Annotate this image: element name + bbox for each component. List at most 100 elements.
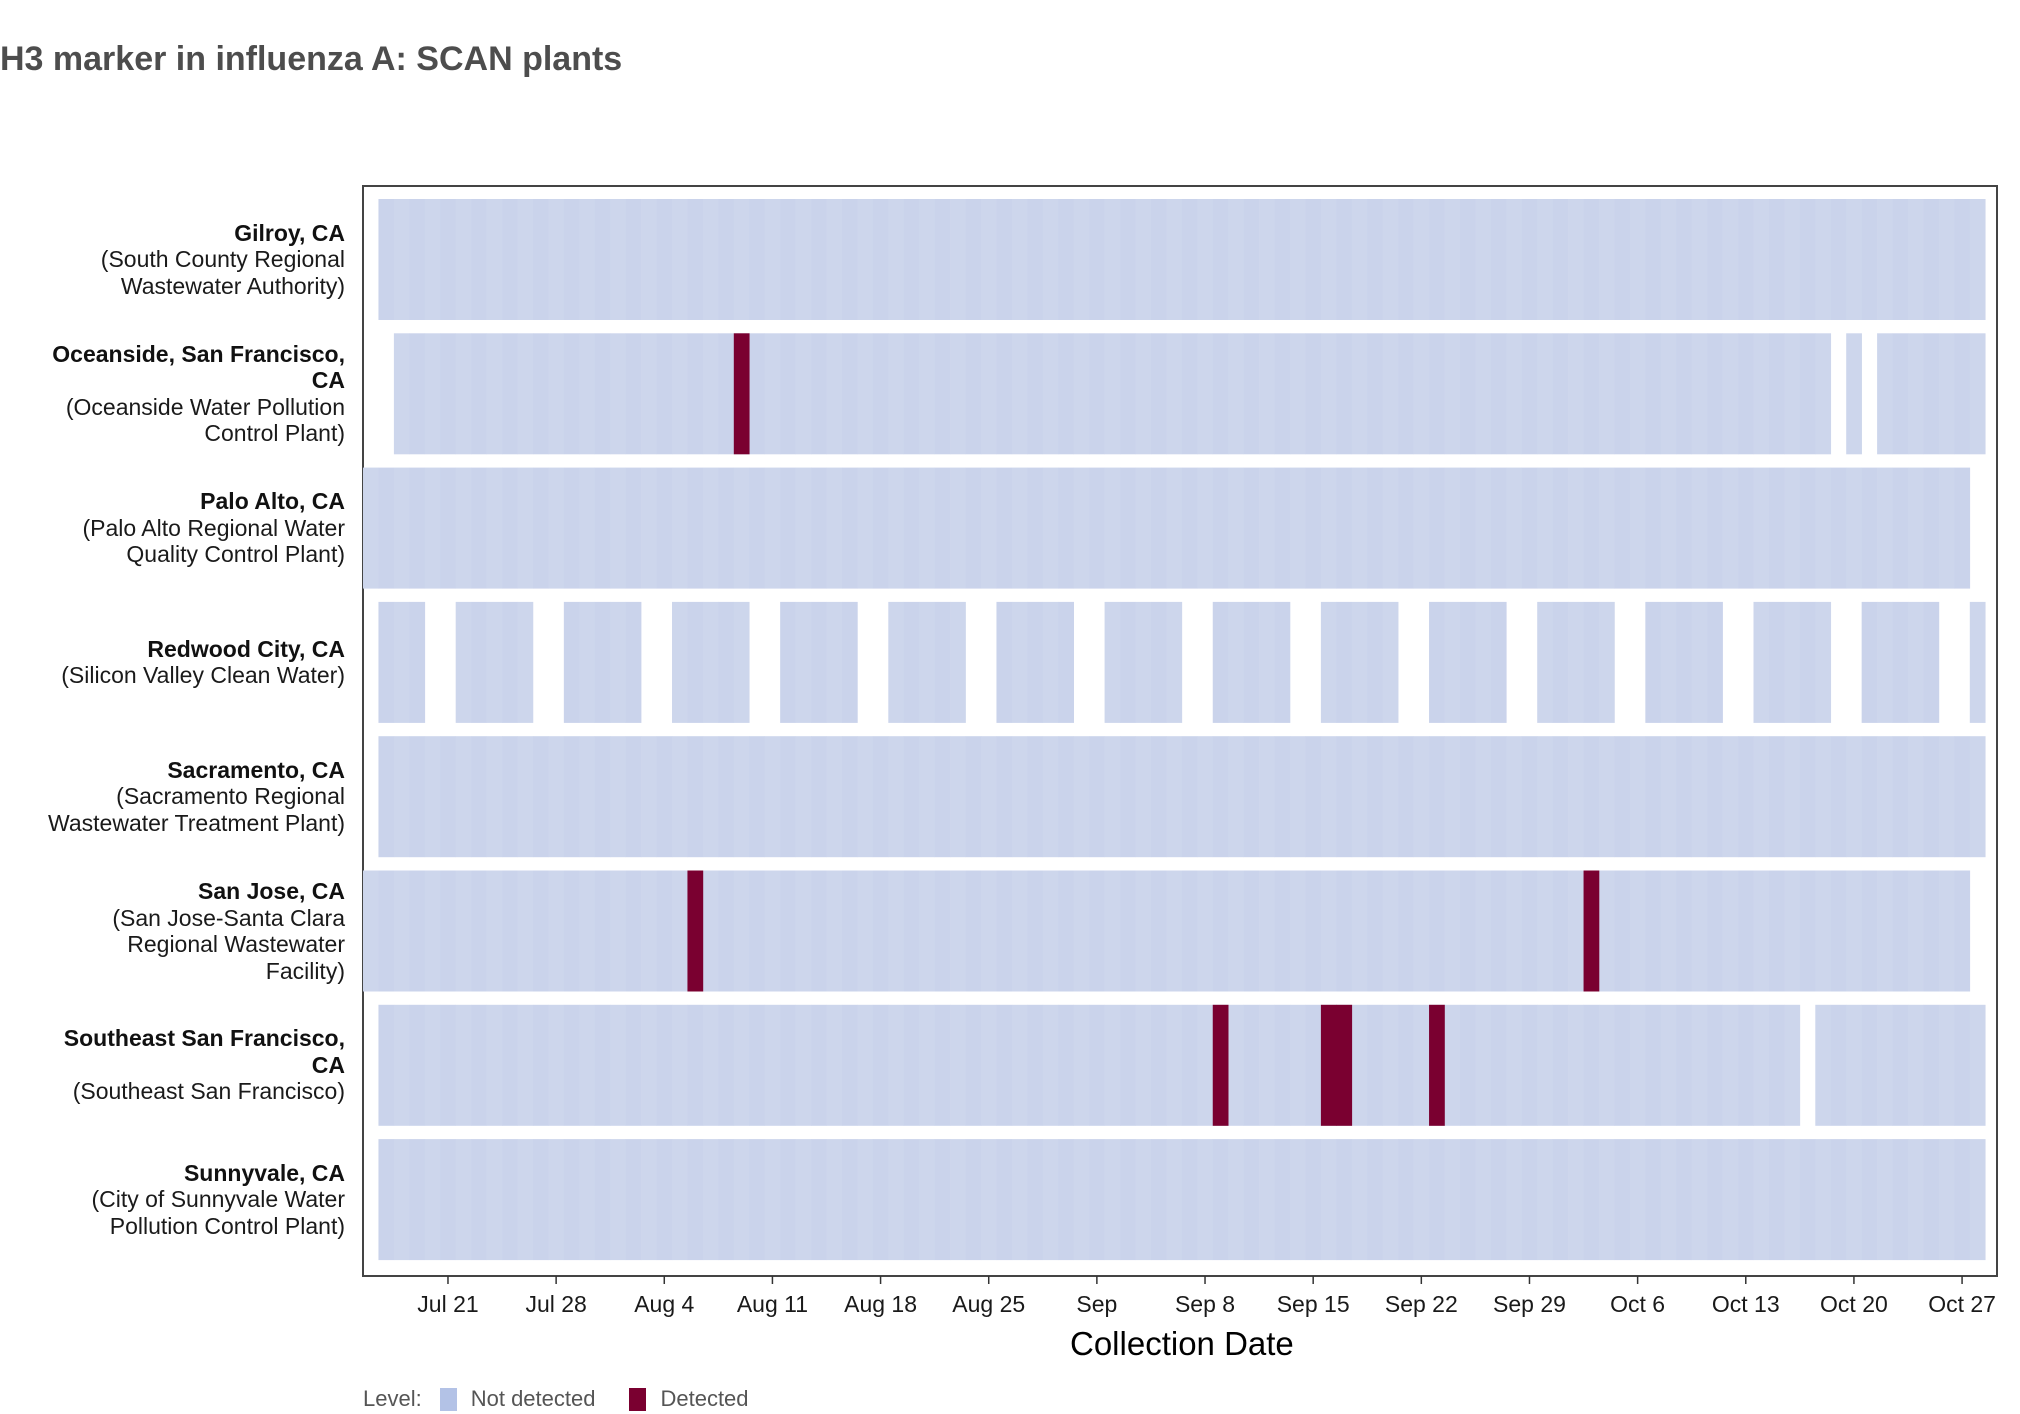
heatmap-cell-not-detected — [1413, 736, 1430, 858]
heatmap-cell-not-detected — [1212, 870, 1229, 992]
heatmap-cell-not-detected — [841, 601, 858, 723]
heatmap-cell-not-detected — [1336, 333, 1353, 455]
heatmap-cell-not-detected — [1892, 870, 1909, 992]
heatmap-cell-not-detected — [378, 1139, 395, 1261]
heatmap-cell-not-detected — [1181, 199, 1198, 320]
heatmap-cell-not-detected — [1799, 601, 1816, 723]
heatmap-cell-not-detected — [1846, 199, 1862, 320]
heatmap-cell-not-detected — [733, 1139, 750, 1261]
heatmap-cell-not-detected — [1923, 870, 1940, 992]
heatmap-cell-not-detected — [1274, 467, 1291, 589]
heatmap-cell-not-detected — [486, 736, 503, 858]
legend-label-detected: Detected — [660, 1386, 749, 1411]
heatmap-cell-not-detected — [1768, 199, 1785, 320]
heatmap-cell-not-detected — [1954, 1004, 1971, 1126]
heatmap-cell-not-detected — [1877, 467, 1893, 589]
heatmap-cell-not-detected — [888, 467, 905, 589]
heatmap-cell-not-detected — [455, 870, 472, 992]
heatmap-cell-not-detected — [471, 870, 487, 992]
heatmap-cell-not-detected — [934, 333, 951, 455]
heatmap-cell-not-detected — [1290, 1139, 1306, 1261]
heatmap-cell-not-detected — [502, 199, 518, 320]
heatmap-cell-not-detected — [1305, 467, 1322, 589]
heatmap-cell-not-detected — [981, 467, 997, 589]
heatmap-cell-not-detected — [1629, 199, 1646, 320]
heatmap-cell-not-detected — [1722, 736, 1739, 858]
heatmap-cell-not-detected — [749, 736, 765, 858]
heatmap-cell-not-detected — [1166, 1004, 1183, 1126]
heatmap-cell-not-detected — [1892, 333, 1909, 455]
heatmap-cell-not-detected — [1274, 870, 1291, 992]
heatmap-cell-not-detected — [826, 1139, 843, 1261]
heatmap-cell-not-detected — [1660, 199, 1677, 320]
heatmap-cell-not-detected — [1815, 199, 1832, 320]
heatmap-cell-not-detected — [378, 601, 395, 723]
heatmap-cell-not-detected — [641, 736, 657, 858]
heatmap-cell-not-detected — [1799, 467, 1816, 589]
heatmap-cell-not-detected — [393, 736, 410, 858]
heatmap-cell-not-detected — [656, 1139, 673, 1261]
heatmap-cell-not-detected — [1135, 1139, 1152, 1261]
heatmap-cell-not-detected — [1228, 199, 1244, 320]
heatmap-cell-not-detected — [563, 467, 580, 589]
heatmap-cell-not-detected — [872, 736, 889, 858]
heatmap-cell-not-detected — [1568, 1139, 1584, 1261]
heatmap-cell-not-detected — [1104, 467, 1121, 589]
heatmap-cell-detected — [1320, 1004, 1337, 1126]
heatmap-cell-not-detected — [1537, 199, 1553, 320]
heatmap-cell-not-detected — [996, 1139, 1013, 1261]
heatmap-cell-not-detected — [965, 870, 982, 992]
heatmap-cell-not-detected — [1923, 601, 1940, 723]
heatmap-cell-not-detected — [1212, 199, 1229, 320]
heatmap-cell-not-detected — [1738, 199, 1754, 320]
heatmap-cell-not-detected — [563, 870, 580, 992]
heatmap-cell-not-detected — [502, 1004, 518, 1126]
heatmap-cell-not-detected — [888, 736, 905, 858]
heatmap-cell-not-detected — [1599, 870, 1615, 992]
heatmap-cell-not-detected — [965, 199, 982, 320]
heatmap-cell-not-detected — [1413, 870, 1430, 992]
heatmap-cell-not-detected — [672, 199, 688, 320]
heatmap-cell-not-detected — [1351, 1139, 1368, 1261]
heatmap-cell-not-detected — [1382, 333, 1399, 455]
heatmap-cell-not-detected — [1753, 1004, 1770, 1126]
heatmap-cell-not-detected — [1629, 333, 1646, 455]
heatmap-cell-not-detected — [965, 467, 982, 589]
heatmap-cell-not-detected — [563, 333, 580, 455]
heatmap-cell-not-detected — [1089, 467, 1105, 589]
heatmap-cell-not-detected — [826, 1004, 843, 1126]
heatmap-cell-not-detected — [1459, 1004, 1476, 1126]
heatmap-cell-not-detected — [1645, 1139, 1662, 1261]
heatmap-cell-not-detected — [1382, 199, 1399, 320]
heatmap-cell-not-detected — [1181, 870, 1198, 992]
heatmap-cell-not-detected — [841, 870, 858, 992]
heatmap-cell-not-detected — [1784, 199, 1801, 320]
heatmap-cell-not-detected — [579, 736, 596, 858]
heatmap-cell-not-detected — [1274, 601, 1291, 723]
heatmap-cell-not-detected — [950, 199, 966, 320]
heatmap-cell-not-detected — [826, 601, 843, 723]
heatmap-cell-not-detected — [363, 870, 379, 992]
x-tick-label: Aug 4 — [634, 1291, 694, 1317]
heatmap-cell-not-detected — [672, 870, 688, 992]
heatmap-cell-not-detected — [1320, 467, 1337, 589]
heatmap-cell-not-detected — [1645, 736, 1662, 858]
heatmap-cell-not-detected — [1537, 333, 1553, 455]
heatmap-cell-not-detected — [1629, 736, 1646, 858]
chart-title: H3 marker in influenza A: SCAN plants — [0, 40, 623, 78]
heatmap-cell-not-detected — [1150, 199, 1167, 320]
heatmap-cell-not-detected — [764, 1004, 781, 1126]
heatmap-cell-not-detected — [702, 1139, 719, 1261]
heatmap-cell-not-detected — [1336, 870, 1353, 992]
heatmap-cell-not-detected — [903, 1004, 920, 1126]
heatmap-cell-not-detected — [811, 467, 827, 589]
heatmap-cell-not-detected — [1212, 333, 1229, 455]
heatmap-cell-not-detected — [672, 601, 688, 723]
heatmap-cell-not-detected — [1274, 199, 1291, 320]
heatmap-cell-not-detected — [1228, 467, 1244, 589]
heatmap-cell-detected — [1336, 1004, 1353, 1126]
heatmap-cell-not-detected — [1738, 467, 1754, 589]
heatmap-cell-not-detected — [1475, 1004, 1492, 1126]
heatmap-cell-not-detected — [687, 1004, 704, 1126]
